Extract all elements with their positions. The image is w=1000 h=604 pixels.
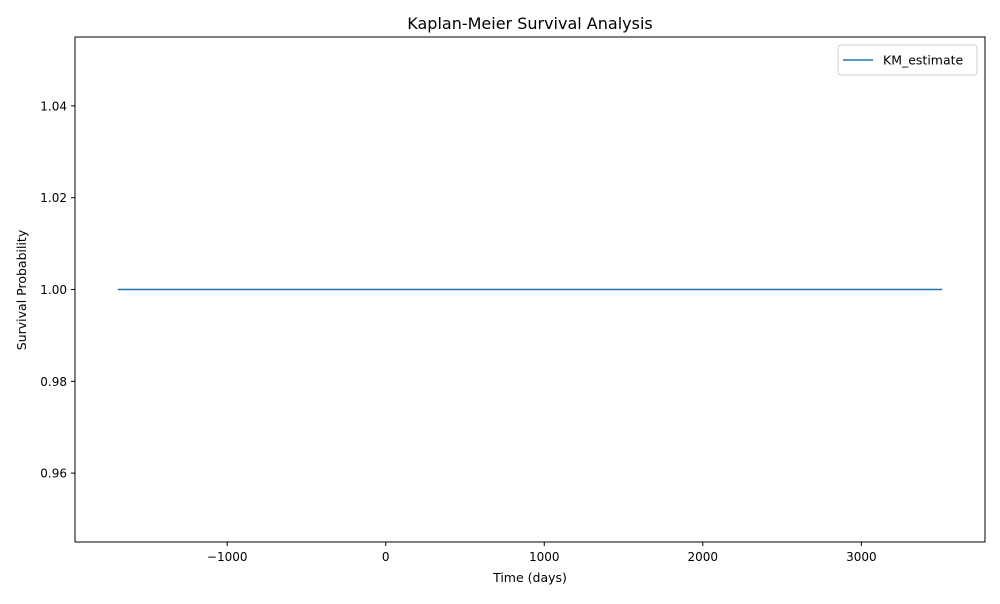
y-tick-label: 1.04	[40, 99, 67, 113]
legend-label: KM_estimate	[883, 53, 964, 68]
legend: KM_estimate	[837, 44, 978, 76]
plot-area	[74, 36, 986, 543]
x-axis-label: Time (days)	[492, 570, 567, 585]
y-tick-label: 1.02	[40, 191, 67, 205]
x-tick-label: −1000	[207, 550, 248, 564]
x-tick-label: 1000	[529, 550, 560, 564]
x-tick-label: 0	[382, 550, 390, 564]
legend-box	[837, 44, 978, 76]
x-tick-label: 3000	[846, 550, 877, 564]
y-tick-label: 0.96	[40, 467, 67, 481]
chart-title: Kaplan-Meier Survival Analysis	[407, 14, 652, 33]
y-tick-label: 1.00	[40, 283, 67, 297]
y-axis-label: Survival Probability	[14, 229, 29, 350]
x-tick-label: 2000	[688, 550, 719, 564]
y-tick-label: 0.98	[40, 375, 67, 389]
axis-ticks: −1000 0 1000 2000 3000 0.96 0.98 1.00 1.02 1.04	[40, 99, 876, 564]
